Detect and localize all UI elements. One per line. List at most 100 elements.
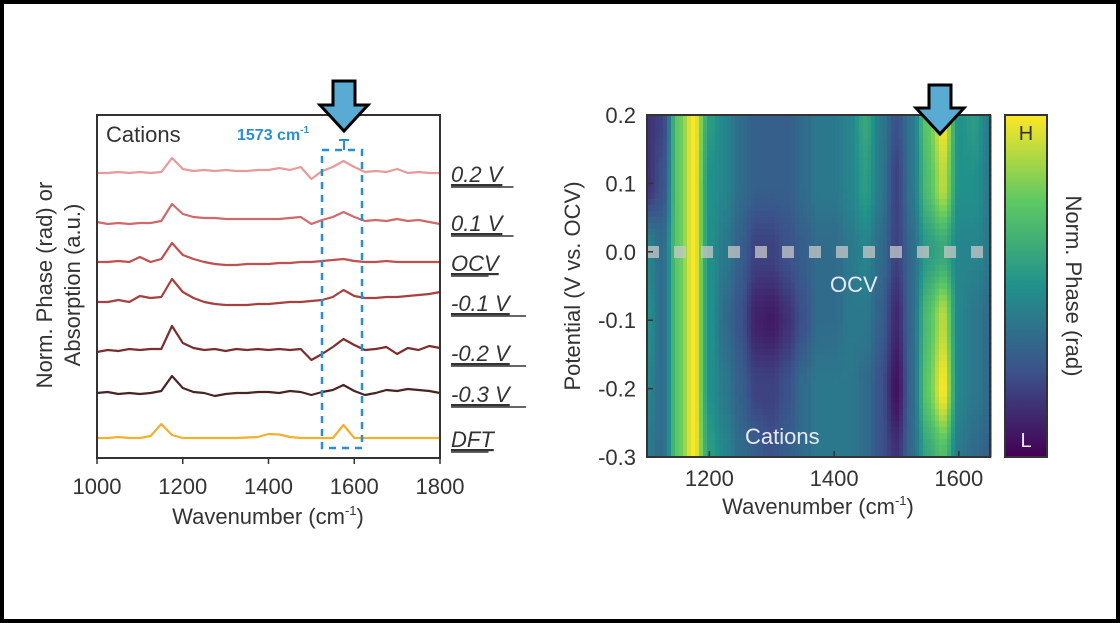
heatmap-cell (955, 133, 960, 140)
heatmap-cell (959, 133, 964, 140)
heatmap-cell (903, 343, 908, 350)
heatmap-cell (899, 433, 904, 440)
heatmap-cell (787, 325, 792, 332)
heatmap-cell (667, 361, 672, 368)
heatmap-cell (979, 349, 984, 356)
heatmap-cell (651, 451, 656, 458)
heatmap-cell (751, 307, 756, 314)
heatmap-cell (967, 235, 972, 242)
heatmap-cell (983, 415, 988, 422)
heatmap-cell (843, 151, 848, 158)
heatmap-cell (983, 259, 988, 266)
heatmap-cell (659, 367, 664, 374)
heatmap-cell (743, 349, 748, 356)
heatmap-cell (743, 415, 748, 422)
heatmap-cell (763, 433, 768, 440)
heatmap-cell (703, 439, 708, 446)
heatmap-cell (707, 151, 712, 158)
heatmap-cell (691, 199, 696, 206)
heatmap-cell (895, 319, 900, 326)
heatmap-cell (927, 361, 932, 368)
heatmap-cell (687, 289, 692, 296)
heatmap-cell (903, 259, 908, 266)
heatmap-cell (899, 289, 904, 296)
heatmap-cell (963, 289, 968, 296)
heatmap-cell (879, 175, 884, 182)
heatmap-cell (891, 289, 896, 296)
heatmap-cell (715, 229, 720, 236)
heatmap-cell (847, 277, 852, 284)
heatmap-cell (655, 361, 660, 368)
heatmap-cell (751, 409, 756, 416)
heatmap-cell (803, 289, 808, 296)
heatmap-cell (831, 241, 836, 248)
heatmap-cell (735, 301, 740, 308)
heatmap-cell (719, 151, 724, 158)
heatmap-cell (831, 133, 836, 140)
heatmap-cell (771, 421, 776, 428)
heatmap-cell (819, 355, 824, 362)
heatmap-cell (739, 319, 744, 326)
heatmap-cell (707, 409, 712, 416)
heatmap-cell (739, 235, 744, 242)
heatmap-cell (683, 277, 688, 284)
heatmap-cell (679, 127, 684, 134)
heatmap-cell (711, 331, 716, 338)
heatmap-cell (751, 271, 756, 278)
heatmap-cell (919, 277, 924, 284)
heatmap-cell (875, 373, 880, 380)
heatmap-cell (835, 235, 840, 242)
heatmap-cell (847, 427, 852, 434)
heatmap-cell (771, 127, 776, 134)
heatmap-cell (763, 289, 768, 296)
heatmap-cell (955, 187, 960, 194)
heatmap-cell (775, 331, 780, 338)
heatmap-cell (819, 373, 824, 380)
heatmap-cell (731, 259, 736, 266)
heatmap-cell (783, 301, 788, 308)
heatmap-cell (947, 277, 952, 284)
heatmap-cell (859, 121, 864, 128)
heatmap-cell (895, 385, 900, 392)
heatmap-cell (711, 223, 716, 230)
heatmap-cell (751, 277, 756, 284)
heatmap-cell (879, 169, 884, 176)
heatmap-cell (831, 385, 836, 392)
heatmap-cell (875, 169, 880, 176)
heatmap-cell (647, 163, 652, 170)
heatmap-cell (959, 439, 964, 446)
heatmap-cell (903, 451, 908, 458)
heatmap-cell (775, 205, 780, 212)
heatmap-cell (863, 205, 868, 212)
heatmap-cell (963, 319, 968, 326)
x-tick-label: 1400 (244, 474, 293, 499)
heatmap-cell (719, 145, 724, 152)
heatmap-cell (807, 439, 812, 446)
heatmap-cell (855, 361, 860, 368)
heatmap-cell (831, 247, 836, 254)
heatmap-cell (959, 217, 964, 224)
heatmap-cell (791, 367, 796, 374)
heatmap-cell (787, 127, 792, 134)
heatmap-cell (671, 349, 676, 356)
heatmap-cell (775, 415, 780, 422)
heatmap-cell (899, 121, 904, 128)
heatmap-cell (695, 151, 700, 158)
heatmap-cell (651, 433, 656, 440)
heatmap-cell (895, 301, 900, 308)
heatmap-cell (771, 289, 776, 296)
heatmap-cell (843, 193, 848, 200)
heatmap-cell (859, 181, 864, 188)
heatmap-cell (675, 187, 680, 194)
heatmap-cell (847, 247, 852, 254)
heatmap-cell (719, 343, 724, 350)
heatmap-cell (807, 217, 812, 224)
heatmap-cell (675, 139, 680, 146)
heatmap-cell (815, 325, 820, 332)
heatmap-cell (683, 139, 688, 146)
heatmap-cell (663, 181, 668, 188)
heatmap-cell (779, 319, 784, 326)
heatmap-cell (687, 241, 692, 248)
heatmap-cell (903, 391, 908, 398)
heatmap-cell (703, 229, 708, 236)
